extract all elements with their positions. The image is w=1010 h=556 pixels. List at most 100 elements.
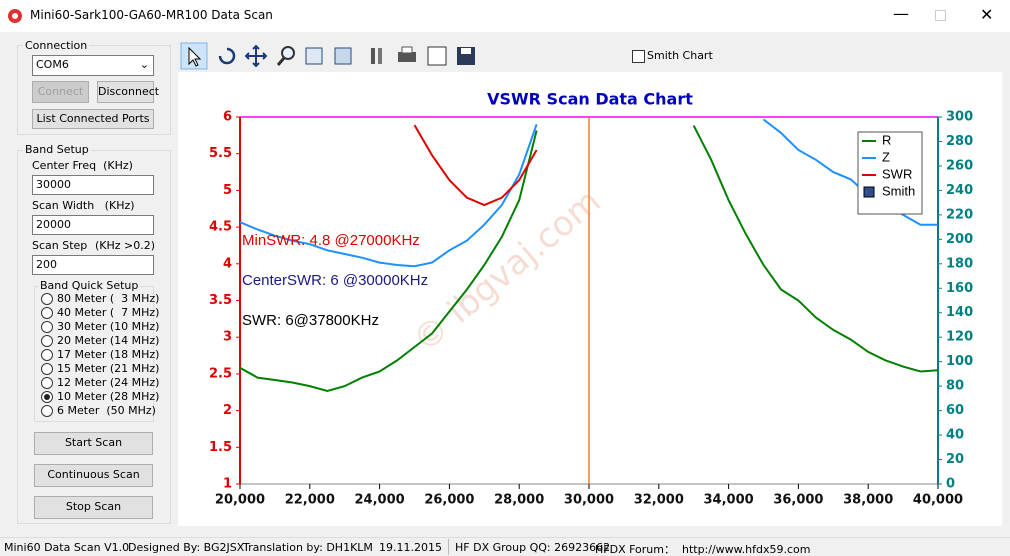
band-label: 30 Meter (10 MHz) [57,320,160,333]
status-item: HF DX Group QQ: 26923662 [455,541,611,554]
x-tick-label: 32,000 [634,493,684,508]
center-freq-input[interactable]: 30000 [32,175,154,195]
y-tick-label: 3 [223,330,232,345]
band-label: 10 Meter (28 MHz) [57,390,160,403]
band-label: 80 Meter ( 3 MHz) [57,292,160,305]
y2-tick-label: 60 [946,403,964,418]
legend-label: SWR [882,166,912,181]
y2-tick-label: 260 [946,158,973,173]
y2-tick-label: 100 [946,354,973,369]
x-tick-label: 38,000 [843,493,893,508]
y2-tick-label: 140 [946,305,973,320]
port-value: COM6 [36,58,69,71]
series-line [413,124,538,207]
y-tick-label: 6 [223,110,232,125]
chart: VSWR Scan Data Chart © ibgvaj.com 20,000 2… [178,72,1002,526]
band-radio[interactable] [41,405,53,417]
zoom-fit-tool[interactable] [305,47,323,65]
scan-step-input[interactable]: 200 [32,255,154,275]
status-item: Mini60 Data Scan V1.0 [4,541,130,554]
legend-label: R [882,132,891,147]
x-tick-label: 20,000 [215,493,265,508]
radio-dot [44,394,50,400]
band-label: 12 Meter (24 MHz) [57,376,160,389]
y2-tick-label: 40 [946,428,964,443]
x-tick-label: 30,000 [564,493,614,508]
y2-tick-label: 220 [946,207,973,222]
print-tool[interactable] [398,52,416,62]
window-title: Mini60-Sark100-GA60-MR100 Data Scan [30,8,273,22]
preview-tool[interactable] [427,46,447,66]
y2-tick-label: 80 [946,379,964,394]
rotate-tool[interactable] [218,47,236,65]
y-tick-label: 4.5 [209,220,232,235]
y-tick-label: 1 [223,477,232,492]
zoom-tool[interactable] [281,46,295,60]
toolbar: Smith Chart [178,40,1002,73]
band-radio[interactable] [41,321,53,333]
connection-group [17,45,171,135]
series-line [240,118,938,268]
grid-tool[interactable] [334,47,352,65]
y-tick-label: 3.5 [209,293,232,308]
band-radio[interactable] [41,377,53,389]
title-bar: Mini60-Sark100-GA60-MR100 Data Scan — ✕ [0,0,1010,32]
settings-tool[interactable] [371,48,375,64]
toolbar-icons [180,42,475,70]
field-label: Center Freq (KHz) [32,159,133,172]
band-label: 15 Meter (21 MHz) [57,362,160,375]
continuous-scan-button[interactable]: Continuous Scan [34,464,153,487]
port-select[interactable]: COM6 ⌄ [32,55,154,76]
x-tick-label: 40,000 [913,493,963,508]
status-item: HFDX Forum： http://www.hfdx59.com [595,543,811,556]
list-ports-button[interactable]: List Connected Ports [32,109,154,129]
band-setup-group [17,150,171,524]
band-radio[interactable] [41,363,53,375]
start-scan-button[interactable]: Start Scan [34,432,153,455]
legend-label: Z [882,149,890,164]
app-icon [8,9,22,23]
x-tick-label: 34,000 [704,493,754,508]
legend-box [857,131,923,215]
band-radio[interactable] [41,335,53,347]
annotation: SWR: 6@37800KHz [242,312,379,329]
x-tick-label: 28,000 [494,493,544,508]
legend-swatch [863,186,875,198]
status-bar: Mini60 Data Scan V1.0 Designed By: BG2JSX… [0,537,1010,556]
stop-scan-button[interactable]: Stop Scan [34,496,153,519]
y2-tick-label: 280 [946,134,973,149]
band-radio[interactable] [41,307,53,319]
x-tick-label: 36,000 [773,493,823,508]
disconnect-button[interactable]: Disconnect [97,81,159,103]
y2-tick-label: 200 [946,232,973,247]
band-radio[interactable] [41,349,53,361]
close-button[interactable]: ✕ [980,5,994,24]
smith-checkbox[interactable] [632,50,645,63]
scan-width-input[interactable]: 20000 [32,215,154,235]
legend-label: Smith [882,183,915,198]
group-label: Band Quick Setup [38,279,141,292]
y-tick-label: 5.5 [209,146,232,161]
minimize-button[interactable]: — [893,4,909,23]
watermark: © ibgvaj.com [406,181,609,360]
y-tick-label: 4 [223,256,232,271]
y-tick-label: 2.5 [209,366,232,381]
band-radio[interactable] [41,293,53,305]
status-item: Translation by: DH1KLM [243,541,373,554]
maximize-button[interactable] [935,10,946,21]
annotation: CenterSWR: 6 @30000KHz [242,272,428,289]
pan-tool[interactable] [244,44,268,68]
pointer-icon [188,46,202,67]
field-label: Scan Step [32,239,88,252]
x-tick-label: 24,000 [355,493,405,508]
x-tick-label: 22,000 [285,493,335,508]
y-tick-label: 2 [223,403,232,418]
band-radio[interactable] [41,391,53,403]
field-label: Scan Width (KHz) [32,199,135,212]
y2-tick-label: 0 [946,477,955,492]
y2-tick-label: 120 [946,330,973,345]
group-label: Band Setup [23,143,91,156]
y-tick-label: 5 [223,183,232,198]
connect-button[interactable]: Connect [32,81,89,103]
chart-title: VSWR Scan Data Chart [487,90,693,109]
